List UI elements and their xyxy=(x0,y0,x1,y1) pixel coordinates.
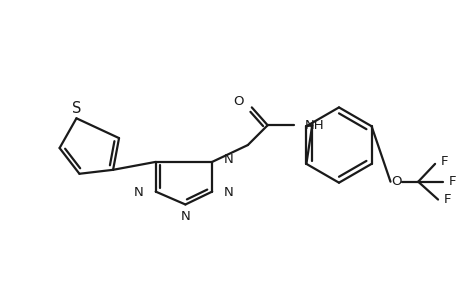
Text: N: N xyxy=(180,210,190,223)
Text: F: F xyxy=(440,155,448,168)
Text: O: O xyxy=(390,175,401,188)
Text: F: F xyxy=(448,175,455,188)
Text: F: F xyxy=(443,193,451,206)
Text: S: S xyxy=(72,101,81,116)
Text: N: N xyxy=(134,186,144,199)
Text: N: N xyxy=(224,186,233,199)
Text: N: N xyxy=(224,153,233,167)
Text: NH: NH xyxy=(304,119,323,132)
Text: O: O xyxy=(233,95,243,108)
